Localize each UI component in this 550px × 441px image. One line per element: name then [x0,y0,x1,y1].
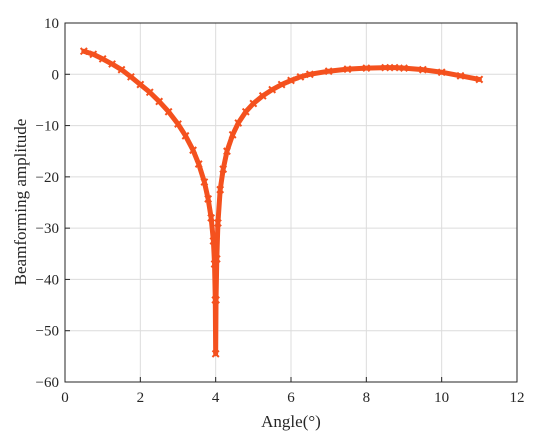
y-tick-label: 10 [44,16,59,32]
data-point-marker [210,260,219,268]
data-point-marker [249,99,258,108]
data-point-marker [212,296,220,304]
data-point-marker [145,88,154,97]
data-point-marker [204,195,213,203]
data-point-marker [209,237,218,245]
x-tick-label: 12 [510,390,525,406]
data-point-marker [437,68,446,77]
data-point-marker [181,131,190,140]
x-tick-label: 0 [61,390,69,406]
x-tick-label: 8 [363,390,371,406]
data-point-marker [214,219,222,227]
x-tick-label: 2 [137,390,145,406]
data-point-marker [108,60,116,68]
data-point-marker [136,80,145,89]
data-point-marker [211,349,220,358]
data-point-marker [127,72,135,81]
ticks: 0 2 4 6 8 10 12 10 0 −10 −20 −30 −40 −50 −60 [36,16,525,406]
data-point-marker [277,80,286,89]
x-axis-title: Angle(°) [261,412,321,431]
y-tick-label: −50 [36,324,59,340]
data-point-marker [456,71,465,80]
y-tick-label: −20 [36,170,59,186]
data-point-marker [400,64,408,73]
data-point-marker [324,67,333,76]
data-point-marker [362,64,371,73]
data-point-marker [258,91,267,100]
data-point-marker [117,65,126,74]
data-point-marker [418,65,427,74]
x-tick-label: 6 [287,390,295,406]
x-tick-label: 10 [434,390,449,406]
y-tick-label: −40 [36,272,59,288]
x-tick-label: 4 [212,390,220,406]
grid [64,22,518,383]
data-point-marker [174,120,182,128]
y-axis-title: Beamforming amplitude [11,119,30,286]
data-point-marker [79,47,88,56]
y-tick-label: −10 [36,119,59,135]
y-tick-label: −30 [36,221,59,237]
data-point-marker [475,75,484,84]
y-tick-label: 0 [52,67,60,83]
data-point-marker [194,160,203,168]
data-point-marker [296,72,305,81]
data-point-marker [343,65,352,74]
data-point-marker [223,147,231,156]
data-point-marker [89,50,98,59]
series-line [81,48,482,357]
data-point-marker [305,70,314,79]
data-point-marker [390,63,399,72]
data-point-marker [228,130,237,139]
data-point-marker [241,107,250,116]
data-point-marker [268,85,277,94]
series-layer [79,47,484,358]
data-point-marker [189,146,197,155]
data-point-marker [155,97,164,106]
data-point-marker [287,76,295,85]
data-point-marker [212,255,221,263]
data-point-marker [98,54,107,63]
data-point-marker [164,107,173,116]
data-point-marker [207,213,216,222]
data-point-marker [219,165,228,174]
data-point-marker [234,119,243,127]
data-point-marker [381,63,390,72]
data-point-marker [216,185,225,194]
y-tick-label: −60 [36,375,59,391]
data-point-marker [200,178,209,186]
